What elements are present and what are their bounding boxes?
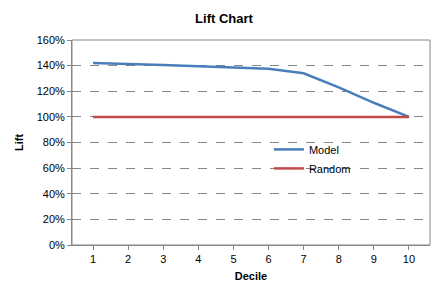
svg-text:20%: 20% xyxy=(43,213,65,225)
svg-text:0%: 0% xyxy=(49,239,65,251)
svg-text:100%: 100% xyxy=(37,111,65,123)
svg-text:Lift: Lift xyxy=(13,134,25,151)
svg-text:80%: 80% xyxy=(43,136,65,148)
svg-text:10: 10 xyxy=(403,253,415,265)
svg-text:9: 9 xyxy=(371,253,377,265)
svg-text:40%: 40% xyxy=(43,188,65,200)
svg-text:Random: Random xyxy=(309,163,351,175)
svg-text:7: 7 xyxy=(301,253,307,265)
svg-text:Lift Chart: Lift Chart xyxy=(195,11,253,26)
svg-text:3: 3 xyxy=(160,253,166,265)
svg-text:4: 4 xyxy=(195,253,201,265)
svg-text:1: 1 xyxy=(90,253,96,265)
svg-text:Model: Model xyxy=(309,144,339,156)
svg-text:160%: 160% xyxy=(37,34,65,46)
svg-text:5: 5 xyxy=(230,253,236,265)
svg-text:8: 8 xyxy=(336,253,342,265)
svg-text:Decile: Decile xyxy=(235,270,267,282)
svg-text:140%: 140% xyxy=(37,59,65,71)
svg-text:6: 6 xyxy=(265,253,271,265)
svg-text:60%: 60% xyxy=(43,162,65,174)
svg-text:120%: 120% xyxy=(37,85,65,97)
svg-text:2: 2 xyxy=(125,253,131,265)
